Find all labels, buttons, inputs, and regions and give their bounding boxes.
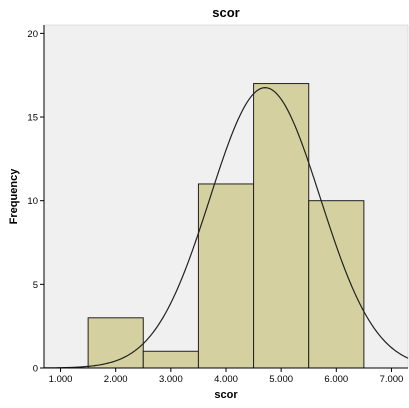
- x-axis-label: scor: [214, 389, 238, 401]
- y-tick-label-3: 15: [27, 113, 38, 124]
- y-tick-label-2: 10: [27, 196, 38, 207]
- x-tick-label-6: 7.000: [380, 374, 404, 385]
- bar-0: [87, 317, 144, 369]
- bar-2: [197, 183, 255, 369]
- x-tick-label-3: 4.000: [214, 374, 238, 385]
- chart-title: scor: [212, 5, 239, 20]
- y-tick-label-1: 5: [33, 280, 38, 291]
- bar-3: [253, 83, 310, 369]
- bars-group: [87, 83, 365, 369]
- x-tick-label-0: 1.000: [49, 374, 73, 385]
- x-tick-label-2: 3.000: [159, 374, 183, 385]
- y-tick-label-4: 20: [27, 29, 38, 40]
- normal-curve: [43, 87, 409, 369]
- bar-4: [308, 200, 365, 369]
- y-tick-label-0: 0: [33, 364, 38, 375]
- x-tick-label-5: 6.000: [324, 374, 348, 385]
- bar-1: [142, 350, 199, 369]
- x-tick-label-4: 5.000: [269, 374, 293, 385]
- x-tick-label-1: 2.000: [104, 374, 128, 385]
- axes-group: 0 5 10 15 20 1.000 2.000 3.000 4.000 5.000 6.000 7.…: [27, 25, 408, 385]
- y-axis-label: Frequency: [8, 168, 20, 225]
